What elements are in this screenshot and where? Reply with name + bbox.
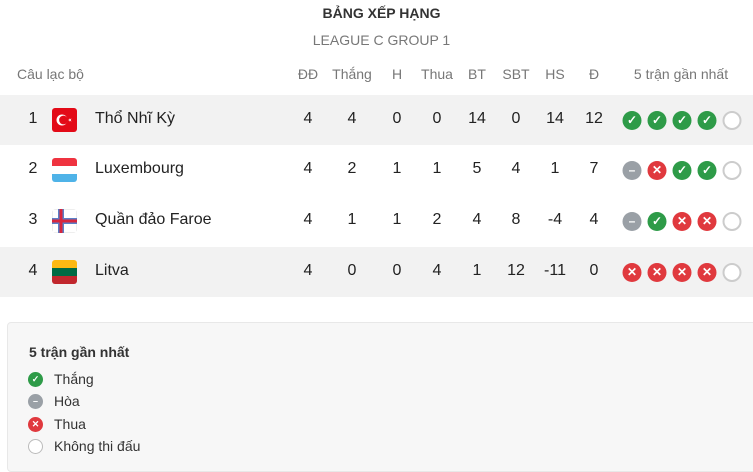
table-row[interactable]: 1 Thổ Nhĩ Kỳ 4 4 0 0 14 0 14 12 ✓ ✓ ✓ ✓: [0, 95, 753, 145]
team-name[interactable]: Litva: [95, 262, 129, 279]
legend-loss-label: Thua: [54, 416, 86, 432]
form-check-icon[interactable]: ✓: [647, 111, 667, 130]
team-name[interactable]: Thổ Nhĩ Kỳ: [95, 110, 176, 127]
won-value: 4: [347, 110, 357, 127]
form-check-icon[interactable]: ✓: [697, 161, 717, 180]
empty-circle-icon: [28, 439, 43, 454]
gd-value: 14: [546, 110, 564, 127]
legend-draw-label: Hòa: [54, 393, 80, 409]
turkey-flag-icon: [52, 108, 77, 132]
ga-value: 4: [511, 160, 521, 177]
gd-value: -11: [544, 262, 566, 279]
gd-value: -4: [547, 211, 563, 228]
form-check-icon[interactable]: ✓: [672, 161, 692, 180]
won-value: 1: [347, 211, 357, 228]
played-value: 4: [303, 211, 313, 228]
gf-value: 5: [472, 160, 482, 177]
gf-value: 14: [468, 110, 486, 127]
header-ga: SBT: [502, 66, 530, 82]
draw-value: 1: [392, 160, 402, 177]
lithuania-flag-icon: [52, 260, 77, 284]
pts-value: 12: [585, 110, 603, 127]
table-row[interactable]: 2 Luxembourg 4 2 1 1 5 4 1 7 – ✕ ✓ ✓: [0, 145, 753, 195]
lost-value: 2: [432, 211, 442, 228]
pts-value: 7: [589, 160, 599, 177]
faroe-islands-flag-icon: [52, 209, 77, 233]
form-cross-icon[interactable]: ✕: [672, 212, 692, 231]
rank: 1: [28, 110, 38, 127]
header-played: ĐĐ: [297, 66, 319, 82]
header-lost: Thua: [421, 66, 453, 82]
form-check-icon[interactable]: ✓: [697, 111, 717, 130]
form-empty-circle-icon[interactable]: [722, 161, 742, 180]
gd-value: 1: [550, 160, 560, 177]
ga-value: 0: [511, 110, 521, 127]
gf-value: 1: [472, 262, 482, 279]
form-empty-circle-icon[interactable]: [722, 111, 742, 130]
form-cross-icon[interactable]: ✕: [622, 263, 642, 282]
rank: 3: [28, 211, 38, 228]
team-name[interactable]: Luxembourg: [95, 160, 184, 177]
draw-value: 0: [392, 110, 402, 127]
won-value: 2: [347, 160, 357, 177]
lost-value: 0: [432, 110, 442, 127]
table-row[interactable]: 3 Quần đảo Faroe 4 1 1 2 4 8 -4 4 – ✓ ✕ ✕: [0, 196, 753, 246]
form-cross-icon[interactable]: ✕: [647, 161, 667, 180]
legend-none-label: Không thi đấu: [54, 438, 141, 454]
form-cross-icon[interactable]: ✕: [672, 263, 692, 282]
ga-value: 12: [507, 262, 525, 279]
header-form: 5 trận gần nhất: [633, 66, 729, 82]
check-icon: ✓: [28, 372, 43, 387]
form-legend: 5 trận gần nhất ✓ Thắng – Hòa ✕ Thua Không …: [7, 322, 753, 472]
played-value: 4: [303, 160, 313, 177]
team-name[interactable]: Quần đảo Faroe: [95, 211, 212, 228]
form-minus-icon[interactable]: –: [622, 212, 642, 231]
won-value: 0: [347, 262, 357, 279]
form-check-icon[interactable]: ✓: [647, 212, 667, 231]
header-gd: HS: [545, 66, 565, 82]
header-won: Thắng: [332, 66, 372, 82]
cross-icon: ✕: [28, 417, 43, 432]
form-check-icon[interactable]: ✓: [622, 111, 642, 130]
rank: 2: [28, 160, 38, 177]
draw-value: 1: [392, 211, 402, 228]
table-header: Câu lạc bộ ĐĐ Thắng H Thua BT SBT HS Đ 5…: [0, 66, 753, 86]
pts-value: 0: [589, 262, 599, 279]
header-draw: H: [391, 66, 403, 82]
form-cross-icon[interactable]: ✕: [697, 212, 717, 231]
pts-value: 4: [589, 211, 599, 228]
table-row[interactable]: 4 Litva 4 0 0 4 1 12 -11 0 ✕ ✕ ✕ ✕: [0, 247, 753, 297]
draw-value: 0: [392, 262, 402, 279]
luxembourg-flag-icon: [52, 158, 77, 182]
form-empty-circle-icon[interactable]: [722, 212, 742, 231]
played-value: 4: [303, 262, 313, 279]
form-cross-icon[interactable]: ✕: [647, 263, 667, 282]
header-gf: BT: [468, 66, 486, 82]
lost-value: 1: [432, 160, 442, 177]
ga-value: 8: [511, 211, 521, 228]
minus-icon: –: [28, 394, 43, 409]
played-value: 4: [303, 110, 313, 127]
legend-title: 5 trận gần nhất: [29, 344, 130, 360]
page-title: BẢNG XẾP HẠNG: [322, 5, 441, 21]
gf-value: 4: [472, 211, 482, 228]
form-check-icon[interactable]: ✓: [672, 111, 692, 130]
header-pts: Đ: [588, 66, 600, 82]
form-minus-icon[interactable]: –: [622, 161, 642, 180]
header-club: Câu lạc bộ: [17, 66, 84, 82]
form-empty-circle-icon[interactable]: [722, 263, 742, 282]
page-subtitle: LEAGUE C GROUP 1: [312, 32, 451, 48]
lost-value: 4: [432, 262, 442, 279]
form-cross-icon[interactable]: ✕: [697, 263, 717, 282]
rank: 4: [28, 262, 38, 279]
legend-win-label: Thắng: [54, 371, 94, 387]
